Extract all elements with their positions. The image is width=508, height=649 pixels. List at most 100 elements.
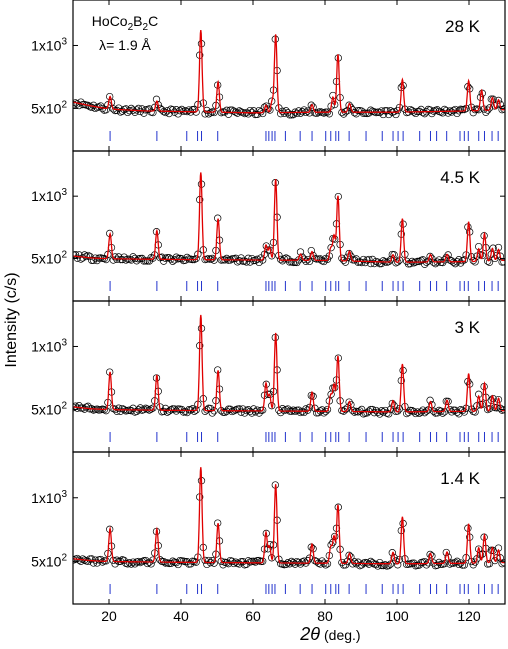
- observed-point: [257, 108, 265, 116]
- observed-point: [244, 557, 252, 565]
- observed-point: [277, 408, 285, 417]
- y-axis-label: Intensity (c/s): [3, 272, 20, 367]
- observed-point: [156, 403, 164, 411]
- observed-point: [440, 256, 449, 264]
- observed-point: [345, 398, 353, 406]
- observed-point: [385, 410, 393, 418]
- observed-point: [97, 555, 105, 564]
- observed-point: [176, 107, 184, 115]
- observed-point: [298, 108, 306, 116]
- sample-annotation: HoCo2B2C λ= 1.9 Å: [92, 13, 158, 53]
- observed-point: [406, 105, 414, 114]
- observed-point: [116, 255, 125, 264]
- observed-point: [187, 560, 195, 568]
- observed-point: [419, 406, 427, 414]
- observed-point: [136, 558, 144, 567]
- observed-point: [383, 107, 391, 115]
- observed-point: [300, 408, 308, 417]
- observed-point: [228, 557, 236, 565]
- panel-2: 5x102 1x103 3 K: [31, 300, 506, 453]
- panel-1: 5x102 1x103 4.5 K: [31, 150, 506, 302]
- observed-point: [203, 560, 211, 569]
- observed-point: [75, 402, 83, 410]
- observed-point: [181, 107, 189, 115]
- observed-point: [426, 252, 434, 261]
- observed-point: [169, 557, 177, 565]
- observed-point: [386, 256, 395, 264]
- observed-point: [446, 256, 454, 264]
- observed-point: [246, 106, 254, 115]
- observed-point: [170, 405, 179, 413]
- observed-point: [251, 408, 260, 416]
- observed-point: [277, 255, 285, 264]
- observed-point: [322, 561, 330, 569]
- observed-point: [498, 560, 505, 568]
- observed-point: [113, 106, 121, 115]
- observed-point: [367, 557, 375, 566]
- observed-point: [230, 107, 238, 115]
- observed-point: [73, 556, 78, 564]
- observed-point: [394, 258, 402, 266]
- observed-point: [206, 109, 215, 117]
- observed-point: [118, 107, 126, 115]
- observed-point: [367, 259, 375, 268]
- temperature-label: 28 K: [445, 17, 481, 36]
- observed-point: [178, 255, 186, 263]
- observed-point: [248, 254, 256, 263]
- observed-point: [185, 106, 193, 114]
- observed-point: [451, 105, 459, 114]
- observed-point: [451, 558, 459, 567]
- observed-point: [485, 104, 494, 112]
- x-tick-label: 20: [101, 608, 117, 624]
- observed-point: [208, 409, 216, 417]
- observed-point: [219, 561, 227, 569]
- observed-point: [127, 407, 135, 415]
- observed-point: [268, 402, 276, 410]
- observed-point: [282, 107, 290, 115]
- observed-point: [500, 558, 505, 567]
- observed-point: [469, 256, 477, 265]
- observed-point: [89, 256, 98, 265]
- observed-point: [88, 555, 96, 563]
- observed-point: [408, 257, 416, 266]
- observed-point: [419, 108, 427, 117]
- observed-point: [325, 110, 333, 118]
- y-tick-label: 5x102: [31, 400, 67, 417]
- x-axis-label-symbol: 2θ: [299, 624, 320, 644]
- observed-point: [413, 257, 422, 266]
- observed-point: [131, 560, 139, 568]
- observed-point: [125, 559, 134, 567]
- observed-point: [368, 559, 377, 567]
- observed-point: [287, 111, 296, 119]
- observed-point: [460, 561, 468, 569]
- observed-point: [190, 407, 198, 415]
- observed-point: [386, 107, 395, 115]
- observed-point: [205, 110, 213, 118]
- observed-point: [253, 110, 261, 119]
- observed-point: [394, 407, 402, 415]
- observed-point: [147, 405, 155, 413]
- x-tick-label: 120: [457, 608, 481, 624]
- observed-point: [442, 106, 450, 115]
- observed-point: [305, 403, 314, 412]
- observed-point: [84, 251, 92, 260]
- observed-point: [158, 253, 166, 261]
- x-tick-labels: 20 40 60 80 100 120: [101, 608, 481, 624]
- observed-point: [289, 111, 297, 119]
- observed-point: [379, 561, 387, 570]
- observed-point: [98, 558, 107, 566]
- observed-point: [77, 98, 85, 106]
- observed-points: [73, 477, 505, 570]
- y-tick-label: 5x102: [31, 250, 67, 267]
- observed-point: [296, 408, 305, 417]
- observed-point: [178, 405, 186, 414]
- observed-points: [73, 324, 505, 418]
- observed-point: [426, 550, 434, 559]
- observed-point: [188, 405, 197, 413]
- observed-point: [232, 254, 240, 262]
- observed-point: [293, 109, 301, 118]
- observed-point: [295, 406, 303, 414]
- panel-frame: [72, 300, 506, 453]
- observed-point: [439, 409, 447, 417]
- observed-point: [192, 254, 200, 263]
